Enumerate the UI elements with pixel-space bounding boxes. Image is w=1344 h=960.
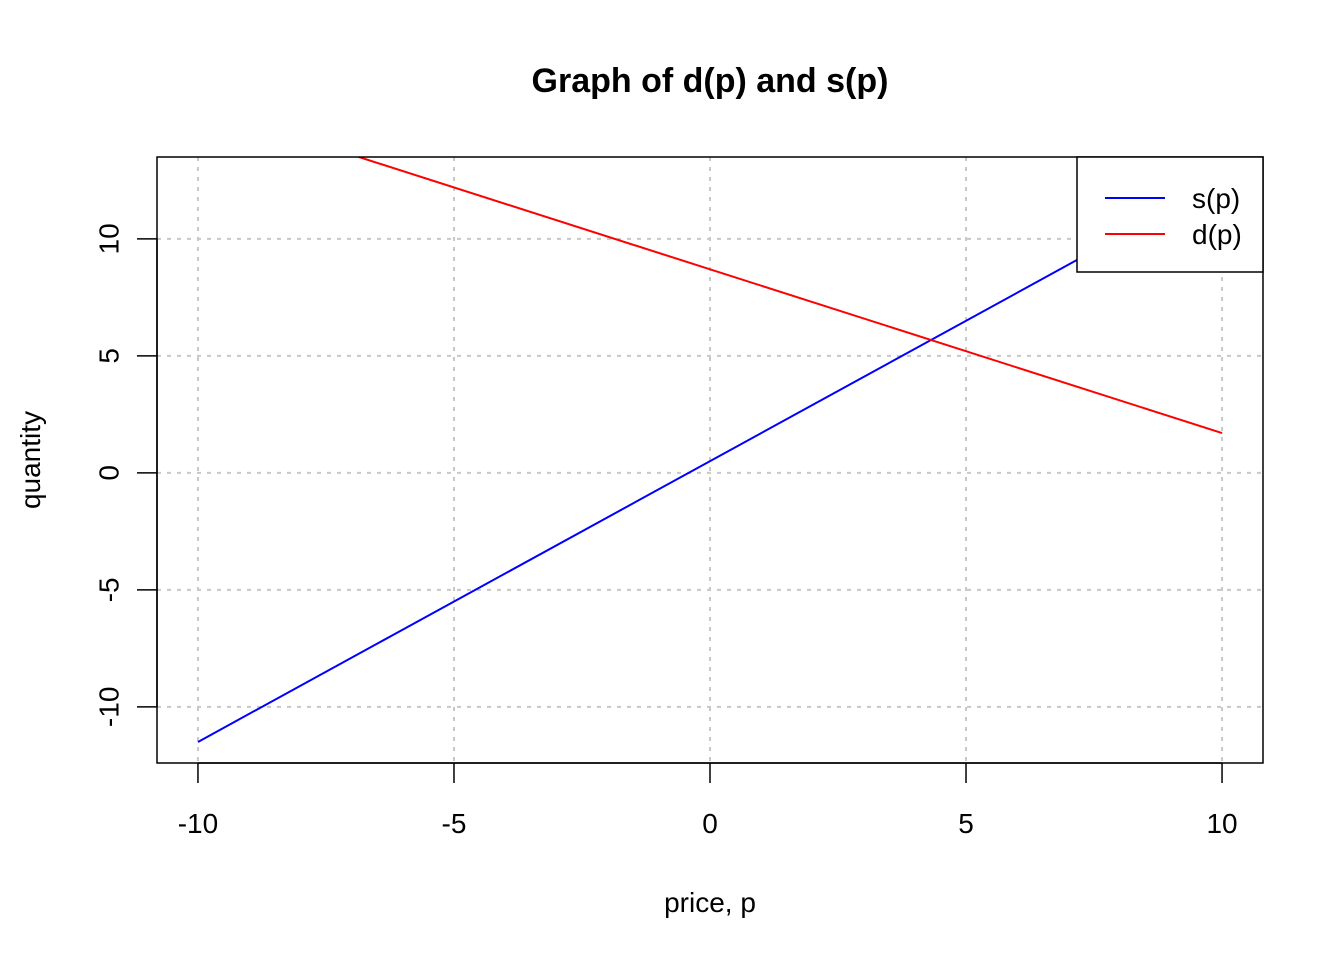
legend-label-d: d(p)	[1192, 219, 1242, 250]
series-layer	[197, 157, 1223, 743]
y-axis: -10 -5 0 5 10	[94, 223, 158, 727]
y-tick-label: 0	[94, 465, 125, 481]
y-tick-label: 10	[94, 223, 125, 254]
y-axis-label: quantity	[15, 411, 46, 509]
x-tick-label: 0	[702, 808, 718, 839]
x-tick-label: 10	[1206, 808, 1237, 839]
x-tick-label: 5	[958, 808, 974, 839]
y-tick-label: -5	[94, 577, 125, 602]
y-tick-label: -10	[94, 687, 125, 727]
chart-title: Graph of d(p) and s(p)	[532, 62, 889, 100]
x-axis-label: price, p	[664, 887, 756, 918]
y-tick-label: 5	[94, 348, 125, 364]
series-line-dp	[355, 157, 1223, 435]
legend: s(p) d(p)	[1076, 156, 1264, 273]
legend-box	[1076, 156, 1264, 273]
x-axis: -10 -5 0 5 10	[178, 762, 1238, 839]
legend-label-s: s(p)	[1192, 183, 1240, 214]
x-tick-label: -5	[442, 808, 467, 839]
series-line-sp	[197, 179, 1223, 743]
x-tick-label: -10	[178, 808, 218, 839]
